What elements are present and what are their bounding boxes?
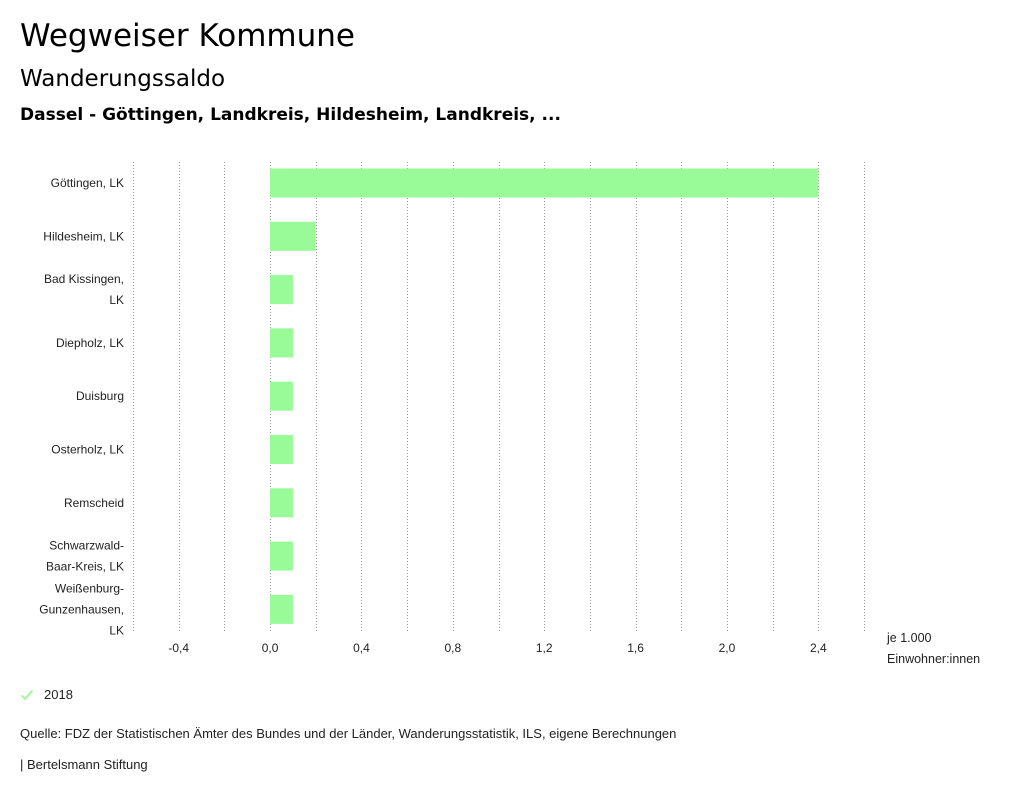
bar-chart: Göttingen, LK Hildesheim, LK Bad Kissingen… bbox=[39, 162, 865, 655]
publisher-credit: | Bertelsmann Stiftung bbox=[20, 757, 148, 772]
chart-title: Wegweiser Kommune bbox=[20, 18, 355, 54]
category-label: Hildesheim, LK bbox=[43, 229, 124, 243]
category-label: Schwarzwald- bbox=[49, 539, 124, 553]
bar-bad-kissingen-lk bbox=[270, 275, 293, 305]
category-labels: Göttingen, LK Hildesheim, LK Bad Kissingen… bbox=[39, 176, 124, 637]
bar-schwarzwald-baar-kreis-lk bbox=[270, 541, 293, 571]
x-axis-unit-label: je 1.000 Einwohner:innen bbox=[887, 628, 980, 670]
category-label: Weißenburg- bbox=[55, 581, 124, 595]
x-tick-label: 0,0 bbox=[262, 641, 279, 655]
category-label: Gunzenhausen, bbox=[39, 602, 124, 616]
selected-regions: Dassel - Göttingen, Landkreis, Hildeshei… bbox=[20, 105, 561, 125]
legend-item-2018[interactable]: 2018 bbox=[20, 687, 73, 702]
x-tick-label: -0,4 bbox=[168, 641, 189, 655]
chart-subtitle: Wanderungssaldo bbox=[20, 66, 226, 92]
legend-label: 2018 bbox=[44, 687, 73, 702]
category-label: Osterholz, LK bbox=[51, 443, 124, 457]
category-label: LK bbox=[109, 623, 124, 637]
source-note: Quelle: FDZ der Statistischen Ämter des … bbox=[20, 726, 677, 741]
x-tick-labels: -0,4 0,0 0,4 0,8 1,2 1,6 2,0 2,4 bbox=[168, 641, 827, 655]
unit-line-1: je 1.000 bbox=[887, 631, 932, 645]
bar-weißenburg-gunzenhausen-lk bbox=[270, 594, 293, 624]
x-tick-label: 1,6 bbox=[627, 641, 644, 655]
x-tick-label: 0,4 bbox=[353, 641, 370, 655]
category-label: LK bbox=[109, 293, 124, 307]
category-label: Remscheid bbox=[64, 496, 124, 510]
bar-duisburg bbox=[270, 381, 293, 411]
x-tick-label: 1,2 bbox=[536, 641, 553, 655]
bar-göttingen-lk bbox=[270, 168, 819, 198]
bar-remscheid bbox=[270, 488, 293, 518]
category-label: Göttingen, LK bbox=[51, 176, 124, 190]
check-icon bbox=[20, 689, 34, 700]
x-tick-label: 2,0 bbox=[719, 641, 736, 655]
x-tick-label: 0,8 bbox=[444, 641, 461, 655]
category-label: Duisburg bbox=[76, 389, 124, 403]
category-label: Diepholz, LK bbox=[56, 336, 124, 350]
bar-hildesheim-lk bbox=[270, 221, 316, 251]
x-tick-label: 2,4 bbox=[810, 641, 827, 655]
bar-diepholz-lk bbox=[270, 328, 293, 358]
category-label: Baar-Kreis, LK bbox=[46, 560, 124, 574]
unit-line-2: Einwohner:innen bbox=[887, 652, 981, 666]
category-label: Bad Kissingen, bbox=[44, 272, 124, 286]
bar-osterholz-lk bbox=[270, 435, 293, 464]
grid-lines bbox=[133, 162, 865, 632]
bars bbox=[270, 168, 819, 624]
